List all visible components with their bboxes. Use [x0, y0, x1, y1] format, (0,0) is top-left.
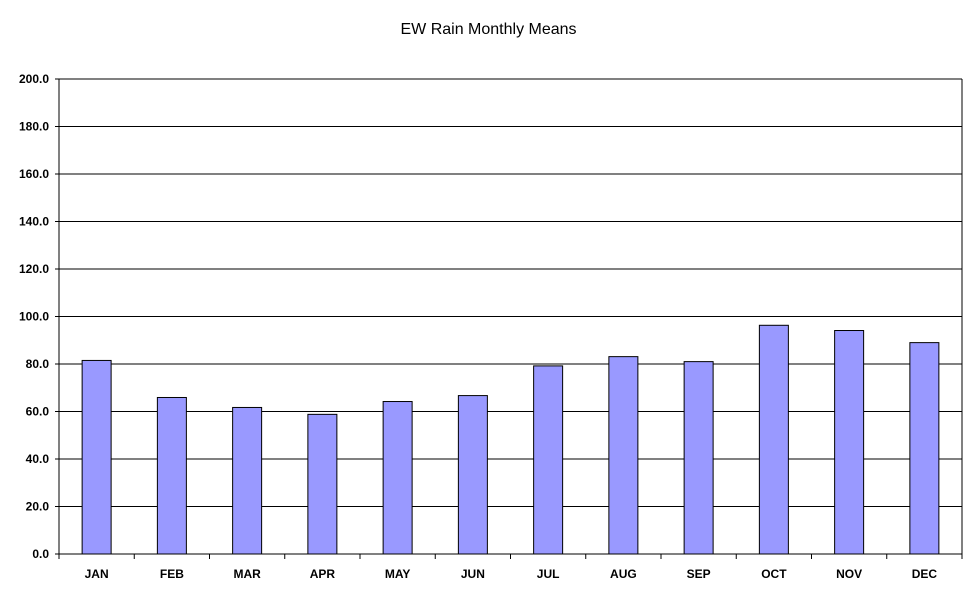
gridlines: [59, 78, 962, 507]
tick-labels: 0.0 20.0 40.0 60.0 80.0 100.0 120.0 140.0 160.0 1…: [19, 72, 937, 581]
chart-title: EW Rain Monthly Means: [400, 21, 577, 38]
x-tick-label: JAN: [85, 567, 109, 581]
bar: [683, 361, 714, 555]
x-tick-label: DEC: [912, 567, 938, 581]
bar: [156, 396, 187, 555]
y-tick-label: 180.0: [19, 120, 49, 134]
y-tick-label: 80.0: [26, 357, 50, 371]
x-tick-label: OCT: [761, 567, 787, 581]
y-tick-label: 60.0: [26, 405, 50, 419]
x-tick-label: AUG: [610, 567, 637, 581]
bar: [307, 413, 338, 555]
bar: [834, 330, 865, 555]
bar: [608, 356, 639, 555]
y-tick-label: 120.0: [19, 262, 49, 276]
x-tick-label: FEB: [160, 567, 184, 581]
y-tick-label: 100.0: [19, 310, 49, 324]
bar: [909, 342, 940, 555]
y-tick-label: 140.0: [19, 215, 49, 229]
bar: [758, 324, 789, 555]
bar: [382, 401, 413, 555]
x-tick-label: JUL: [537, 567, 560, 581]
y-tick-label: 0.0: [32, 547, 49, 561]
y-tick-label: 40.0: [26, 452, 50, 466]
x-tick-label: MAY: [385, 567, 411, 581]
x-tick-label: SEP: [687, 567, 711, 581]
bars: [81, 324, 940, 555]
x-tick-label: APR: [310, 567, 336, 581]
bar: [533, 365, 564, 555]
x-tick-label: NOV: [836, 567, 862, 581]
y-tick-label: 160.0: [19, 167, 49, 181]
bar: [81, 359, 112, 555]
y-tick-label: 200.0: [19, 72, 49, 86]
axes: [55, 78, 963, 559]
bar: [457, 395, 488, 555]
x-tick-label: MAR: [233, 567, 261, 581]
y-tick-label: 20.0: [26, 500, 50, 514]
bar: [232, 406, 263, 555]
x-tick-label: JUN: [461, 567, 485, 581]
